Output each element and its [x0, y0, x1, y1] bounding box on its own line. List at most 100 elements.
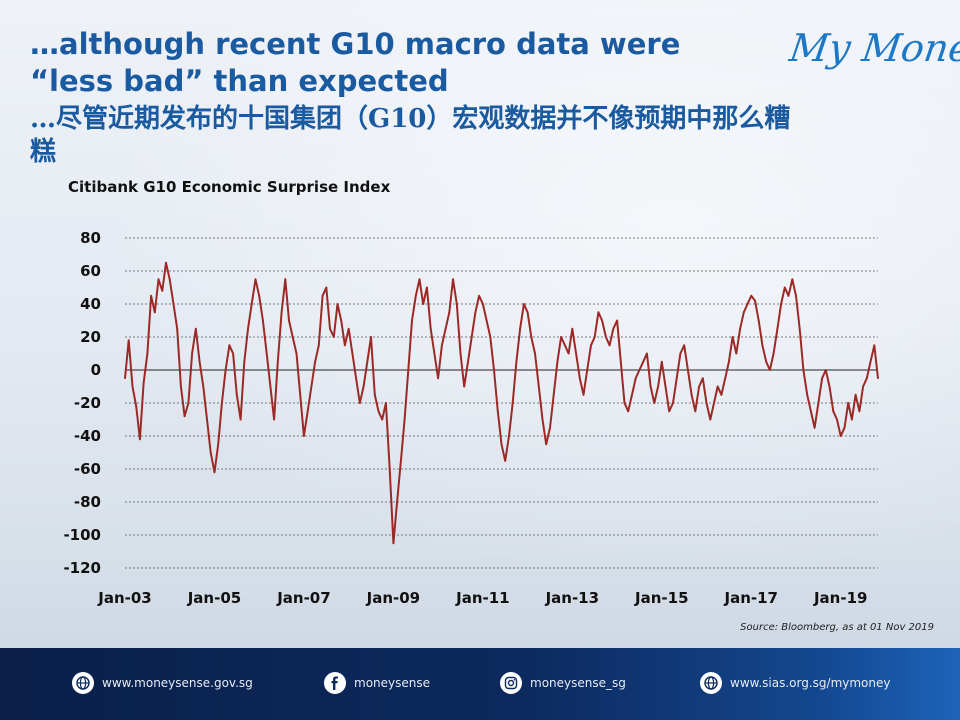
data-point	[854, 393, 857, 396]
y-tick-label: 80	[80, 229, 101, 247]
footer-link-instagram[interactable]: moneysense_sg	[500, 672, 626, 694]
data-point	[146, 352, 149, 355]
data-point	[534, 352, 536, 355]
data-point	[832, 410, 835, 413]
data-point	[206, 418, 208, 421]
data-point	[698, 385, 700, 388]
data-point	[183, 415, 186, 418]
data-point	[280, 311, 283, 314]
data-point	[672, 402, 674, 404]
data-point	[590, 344, 592, 347]
data-point	[537, 385, 540, 388]
data-point	[239, 418, 242, 421]
data-point	[701, 377, 704, 380]
footer-link-text: moneysense_sg	[530, 676, 626, 690]
source-note: Source: Bloomberg, as at 01 Nov 2019	[740, 622, 934, 633]
x-tick-label: Jan-13	[545, 589, 599, 607]
y-tick-label: 40	[80, 295, 101, 313]
data-point	[716, 385, 719, 388]
data-point	[392, 542, 395, 545]
data-point	[791, 278, 794, 281]
data-point	[243, 360, 246, 363]
data-point	[657, 385, 659, 388]
footer-link-moneysense-site[interactable]: www.moneysense.gov.sg	[72, 672, 253, 694]
data-point	[519, 327, 522, 330]
data-point	[664, 385, 667, 388]
data-point	[713, 402, 715, 404]
page-title-chinese: …尽管近期发布的十国集团（G10）宏观数据并不像预期中那么糟糕	[30, 104, 791, 167]
data-point	[560, 336, 563, 338]
data-point	[139, 438, 141, 441]
facebook-icon	[324, 672, 346, 694]
data-point	[452, 278, 454, 281]
data-point	[377, 410, 380, 413]
data-point	[403, 418, 406, 421]
data-point	[366, 360, 369, 363]
data-point	[303, 435, 305, 437]
data-point	[284, 278, 287, 281]
data-point	[202, 385, 205, 388]
instagram-icon	[500, 672, 522, 694]
y-tick-label: -100	[63, 526, 101, 544]
data-point	[165, 261, 167, 264]
data-point	[157, 278, 160, 281]
globe-icon	[72, 672, 94, 694]
data-point	[247, 327, 249, 330]
y-tick-label: 20	[80, 328, 101, 346]
data-point	[616, 319, 618, 322]
data-point	[433, 352, 436, 355]
data-point	[381, 418, 384, 421]
data-point	[124, 377, 126, 380]
data-point	[772, 352, 775, 355]
y-tick-label: -80	[74, 493, 101, 511]
globe-icon	[700, 672, 722, 694]
data-point	[481, 303, 484, 305]
footer-link-text: moneysense	[354, 676, 430, 690]
data-point	[444, 327, 447, 330]
data-point	[172, 303, 175, 305]
data-point	[787, 294, 790, 297]
data-point	[768, 369, 771, 371]
footer-link-facebook[interactable]: moneysense	[324, 672, 430, 694]
data-point	[511, 402, 514, 404]
data-point	[414, 294, 417, 297]
data-point	[552, 393, 555, 396]
data-point	[839, 435, 842, 437]
data-point	[586, 369, 589, 371]
data-point	[396, 501, 399, 503]
data-point	[612, 327, 615, 330]
data-point	[638, 369, 641, 371]
data-point	[690, 393, 693, 396]
data-point	[344, 344, 346, 347]
data-point	[504, 459, 507, 462]
data-point	[474, 311, 477, 314]
data-point	[683, 344, 686, 347]
data-point	[194, 327, 197, 330]
data-point	[601, 319, 604, 322]
data-point	[235, 393, 238, 396]
data-point	[739, 327, 741, 330]
data-point	[619, 360, 622, 363]
data-point	[679, 352, 682, 355]
data-point	[761, 344, 764, 347]
data-point	[455, 303, 458, 305]
data-point	[549, 426, 551, 429]
data-point	[459, 352, 462, 355]
data-point	[798, 327, 801, 330]
data-point	[578, 377, 581, 380]
data-point	[642, 360, 645, 363]
data-point	[828, 385, 831, 388]
data-point	[131, 385, 134, 388]
data-point	[448, 311, 451, 314]
data-point	[299, 393, 302, 396]
data-point	[317, 344, 320, 347]
x-tick-labels: Jan-03 Jan-05 Jan-07 Jan-09 Jan-11 Jan-13 Jan-…	[97, 589, 867, 607]
data-point	[440, 344, 443, 347]
data-point	[224, 369, 227, 371]
data-point	[668, 410, 671, 413]
data-point	[254, 278, 257, 281]
data-point	[545, 443, 548, 446]
data-point	[228, 344, 231, 347]
data-point	[437, 377, 440, 380]
footer-link-sias-site[interactable]: www.sias.org.sg/mymoney	[700, 672, 890, 694]
